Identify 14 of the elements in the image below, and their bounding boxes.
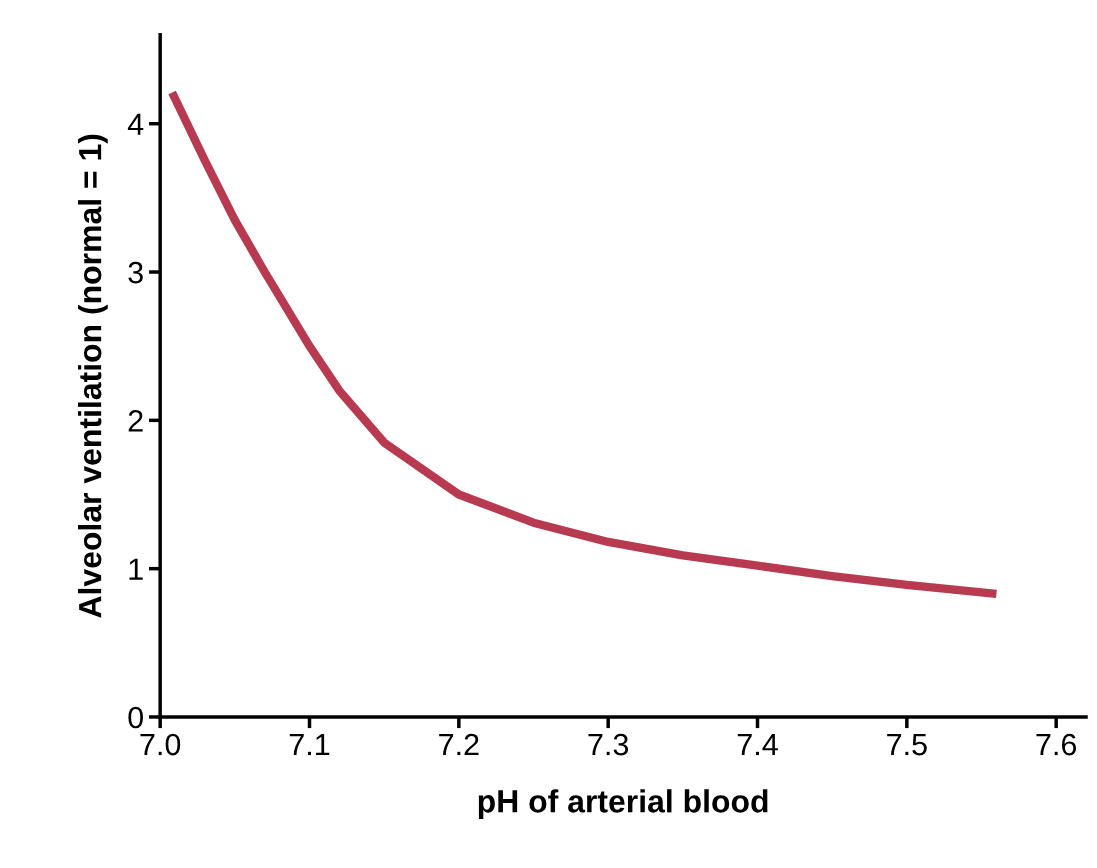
- y-tick-label: 0: [128, 706, 143, 729]
- x-tick-label: 7.0: [140, 733, 181, 756]
- x-axis-title: pH of arterial blood: [478, 789, 768, 819]
- y-tick-label: 2: [128, 410, 143, 432]
- x-tick-label: 7.5: [887, 734, 927, 756]
- y-tick-label: 4: [127, 113, 144, 135]
- x-tick-label: 7.1: [289, 734, 330, 756]
- y-tick-label: 1: [129, 558, 143, 580]
- x-tick-label: 7.4: [737, 734, 778, 756]
- x-tick-label: 7.3: [588, 733, 629, 756]
- y-axis-title: Alveolar ventilation (normal = 1): [77, 134, 108, 618]
- x-tick-label: 7.2: [439, 733, 479, 756]
- x-tick-label: 7.6: [1036, 733, 1077, 756]
- y-tick-label: 3: [128, 261, 143, 284]
